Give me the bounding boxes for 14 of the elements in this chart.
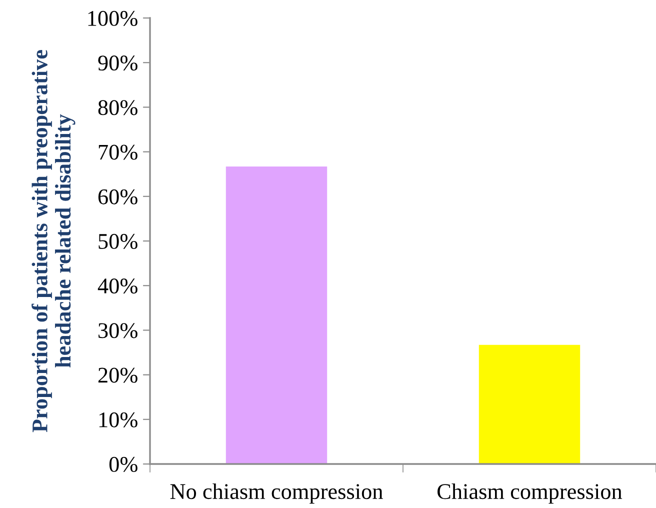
y-tick-label: 40%: [98, 278, 138, 294]
y-tick-label: 100%: [88, 10, 138, 26]
y-tick-label: 10%: [99, 412, 138, 428]
y-tick-label: 80%: [98, 100, 138, 116]
y-tick-label: 70%: [98, 144, 138, 160]
y-tick-label: 90%: [98, 56, 138, 71]
y-axis-title: Proportion of patients with preoperative headache related disability: [32, 50, 76, 432]
y-tick-label: 30%: [98, 323, 138, 338]
x-tick-label: Chiasm compression: [438, 483, 622, 504]
y-tick-label: 60%: [98, 189, 138, 204]
y-tick-label: 50%: [98, 234, 138, 249]
x-tick-label: No chiasm compression: [170, 483, 383, 504]
y-tick-label: 0%: [109, 456, 138, 472]
y-tick-label: 20%: [98, 368, 138, 383]
